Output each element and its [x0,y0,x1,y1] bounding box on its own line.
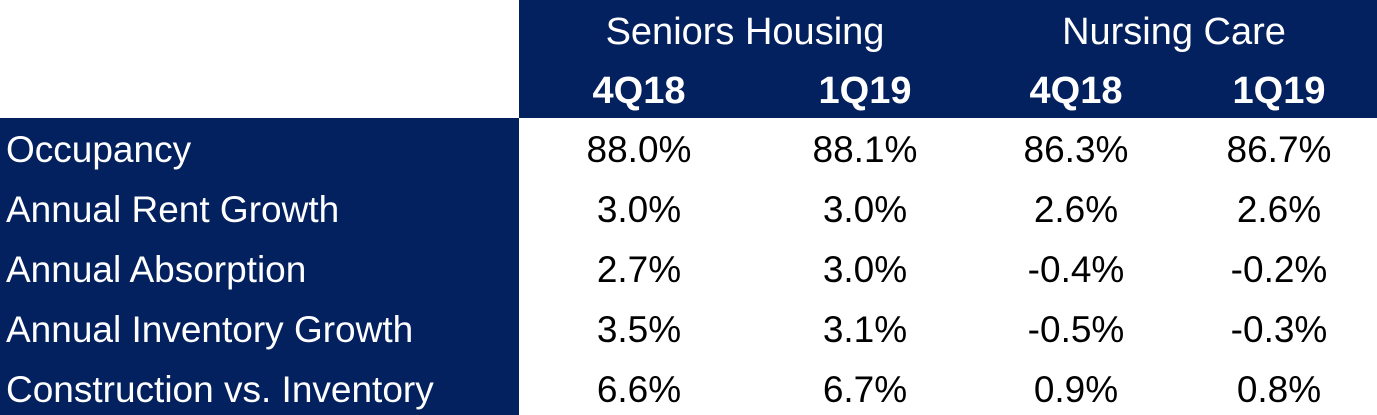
table-cell: 0.8% [1236,369,1322,410]
table-corner-blank [0,0,519,118]
table-cell: -0.3% [1230,309,1328,350]
table-cell: 2.6% [1236,189,1322,230]
table-cell: 3.0% [596,189,682,230]
row-label-annual-inventory-growth: Annual Inventory Growth [6,309,414,350]
table-cell: 0.9% [1033,369,1119,410]
row-label-annual-absorption: Annual Absorption [6,249,307,290]
period-header: 4Q18 [1029,70,1123,112]
table-cell: 2.6% [1033,189,1119,230]
table-cell: 88.1% [812,129,918,170]
table-cell: 3.5% [596,309,682,350]
table-cell: 3.1% [822,309,908,350]
period-header: 1Q19 [818,70,912,112]
table-cell: 86.3% [1023,129,1129,170]
group-header-seniors-housing: Seniors Housing [605,11,885,53]
period-header: 4Q18 [592,70,686,112]
row-labels-column: Occupancy Annual Rent Growth Annual Abso… [0,118,519,415]
row-label-annual-rent-growth: Annual Rent Growth [6,189,340,230]
table-body: 88.0% 88.1% 86.3% 86.7% 3.0% 3.0% 2.6% 2… [519,118,1377,415]
table-header: Seniors Housing Nursing Care 4Q18 1Q19 4… [519,0,1377,118]
table-cell: 3.0% [822,189,908,230]
table-cell: 88.0% [586,129,692,170]
table-cell: -0.5% [1027,309,1125,350]
row-label-construction-vs-inventory: Construction vs. Inventory [6,369,434,410]
table-cell: 6.6% [596,369,682,410]
period-header: 1Q19 [1232,70,1326,112]
table-cell: -0.2% [1230,249,1328,290]
row-label-occupancy: Occupancy [6,129,192,170]
table-cell: 86.7% [1226,129,1332,170]
table-cell: 6.7% [822,369,908,410]
table-cell: -0.4% [1027,249,1125,290]
group-header-nursing-care: Nursing Care [1062,11,1286,53]
table-cell: 2.7% [596,249,682,290]
table-cell: 3.0% [822,249,908,290]
